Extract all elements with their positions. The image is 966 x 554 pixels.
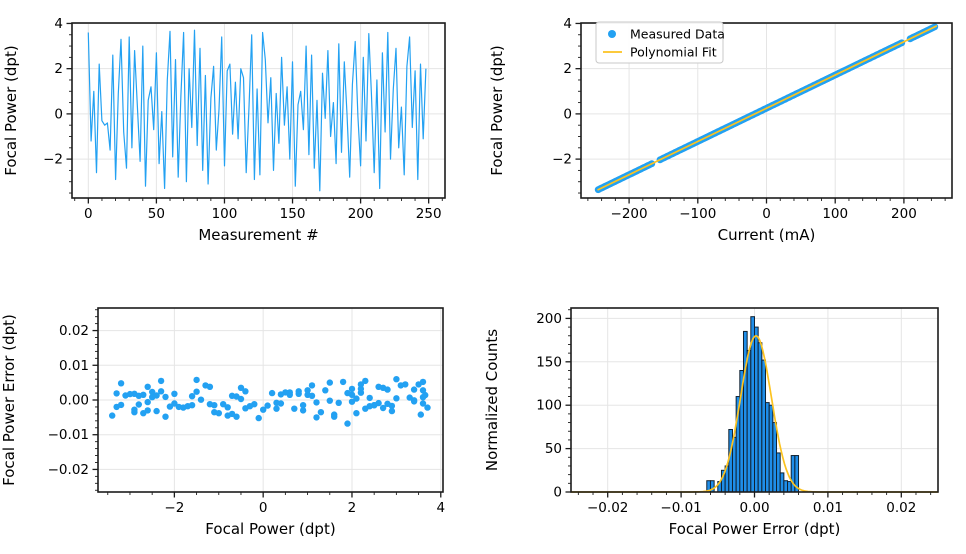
x-axis-label: Focal Power Error (dpt) — [669, 520, 841, 538]
x-tick-label: 0.02 — [886, 500, 916, 516]
axes-spines — [71, 22, 446, 199]
error-points — [109, 376, 431, 427]
y-tick-label: 100 — [536, 398, 562, 414]
legend: Measured Data Polynomial Fit — [595, 21, 725, 64]
focal-power-line — [87, 29, 427, 192]
panel-focal-power-vs-measurement: 0 50 100 150 200 250 4 2 0 −2 Measurement # Focal P… — [0, 0, 483, 275]
chart-residuals: −2 0 2 4 0.02 0.01 0.00 −0.01 −0.02 Focal Power (… — [0, 307, 445, 538]
y-tick-label: 4 — [563, 16, 572, 32]
x-tick-label: 0 — [762, 206, 771, 222]
series-measurements — [87, 29, 427, 192]
series-error_histogram — [571, 316, 938, 493]
y-tick-label: 4 — [54, 16, 63, 32]
series-calibration — [594, 23, 939, 194]
x-tick-label: 0.01 — [813, 500, 843, 516]
chart-calibration: −200 −100 0 100 200 4 2 0 −2 Current (mA) Focal Po… — [488, 16, 953, 244]
x-tick-label: 100 — [212, 206, 238, 222]
x-tick-label: 50 — [148, 206, 165, 222]
y-axis-label: Focal Power Error (dpt) — [0, 314, 18, 486]
chart-error_histogram: −0.02 −0.01 0.00 0.01 0.02 0 50 100 150 200 Focal … — [483, 307, 939, 538]
x-tick-label: 200 — [348, 206, 374, 222]
x-tick-label: 150 — [280, 206, 306, 222]
polynomial-fit-line — [597, 25, 938, 191]
tick-marks — [66, 22, 443, 204]
tick-marks — [92, 309, 442, 498]
y-tick-label: 0.00 — [59, 393, 89, 409]
tick-labels: −0.02 −0.01 0.00 0.01 0.02 0 50 100 150 200 — [536, 311, 916, 516]
y-tick-label: −2 — [43, 152, 63, 168]
y-axis-label: Normalized Counts — [483, 329, 501, 471]
grid-lines — [571, 308, 938, 493]
tick-marks — [565, 309, 932, 498]
x-axis-label: Focal Power (dpt) — [205, 520, 335, 538]
x-axis-label: Measurement # — [198, 226, 318, 244]
x-tick-label: 100 — [822, 206, 848, 222]
tick-labels: 0 50 100 150 200 250 4 2 0 −2 — [43, 16, 441, 222]
series-residuals — [109, 376, 431, 427]
x-tick-label: 2 — [348, 500, 357, 516]
y-tick-label: 200 — [536, 311, 562, 327]
legend-box — [595, 21, 724, 64]
y-tick-label: 2 — [563, 61, 572, 77]
panel-error-vs-focal-power: −2 0 2 4 0.02 0.01 0.00 −0.01 −0.02 Focal Power (… — [0, 275, 483, 550]
y-tick-label: 0 — [54, 106, 63, 122]
x-tick-label: −0.01 — [660, 500, 701, 516]
y-tick-label: −0.01 — [48, 427, 89, 443]
y-tick-label: 150 — [536, 354, 562, 370]
y-tick-label: 0.02 — [59, 323, 89, 339]
y-axis-label: Focal Power (dpt) — [2, 45, 20, 175]
x-tick-label: 0.00 — [739, 500, 769, 516]
x-tick-label: 4 — [436, 500, 445, 516]
x-tick-label: −200 — [611, 206, 648, 222]
x-tick-label: 0 — [84, 206, 93, 222]
grid-lines — [98, 308, 443, 492]
legend-marker-dot — [608, 30, 616, 38]
tick-marks — [575, 22, 946, 204]
y-tick-label: 50 — [545, 441, 562, 457]
y-tick-label: 2 — [54, 61, 63, 77]
x-tick-label: −2 — [164, 500, 184, 516]
y-axis-label: Focal Power (dpt) — [488, 45, 506, 175]
tick-labels: −2 0 2 4 0.02 0.01 0.00 −0.01 −0.02 — [48, 323, 445, 516]
panel-focal-power-vs-current: −200 −100 0 100 200 4 2 0 −2 Current (mA) Focal Po… — [483, 0, 966, 275]
x-tick-label: 200 — [891, 206, 917, 222]
x-axis-label: Current (mA) — [718, 226, 816, 244]
y-tick-label: 0.01 — [59, 358, 89, 374]
legend-label: Measured Data — [630, 27, 725, 42]
tick-labels: −200 −100 0 100 200 4 2 0 −2 — [552, 16, 917, 222]
x-tick-label: 250 — [416, 206, 442, 222]
y-tick-label: −2 — [552, 152, 572, 168]
x-tick-label: −0.02 — [587, 500, 628, 516]
panel-error-histogram: −0.02 −0.01 0.00 0.01 0.02 0 50 100 150 200 Focal … — [483, 275, 966, 550]
y-tick-label: 0 — [563, 106, 572, 122]
x-tick-label: −100 — [679, 206, 716, 222]
chart-measurements: 0 50 100 150 200 250 4 2 0 −2 Measurement # Focal P… — [2, 16, 446, 244]
y-tick-label: −0.02 — [48, 462, 89, 478]
x-tick-label: 0 — [259, 500, 268, 516]
legend-label: Polynomial Fit — [630, 45, 717, 60]
y-tick-label: 0 — [553, 485, 562, 501]
